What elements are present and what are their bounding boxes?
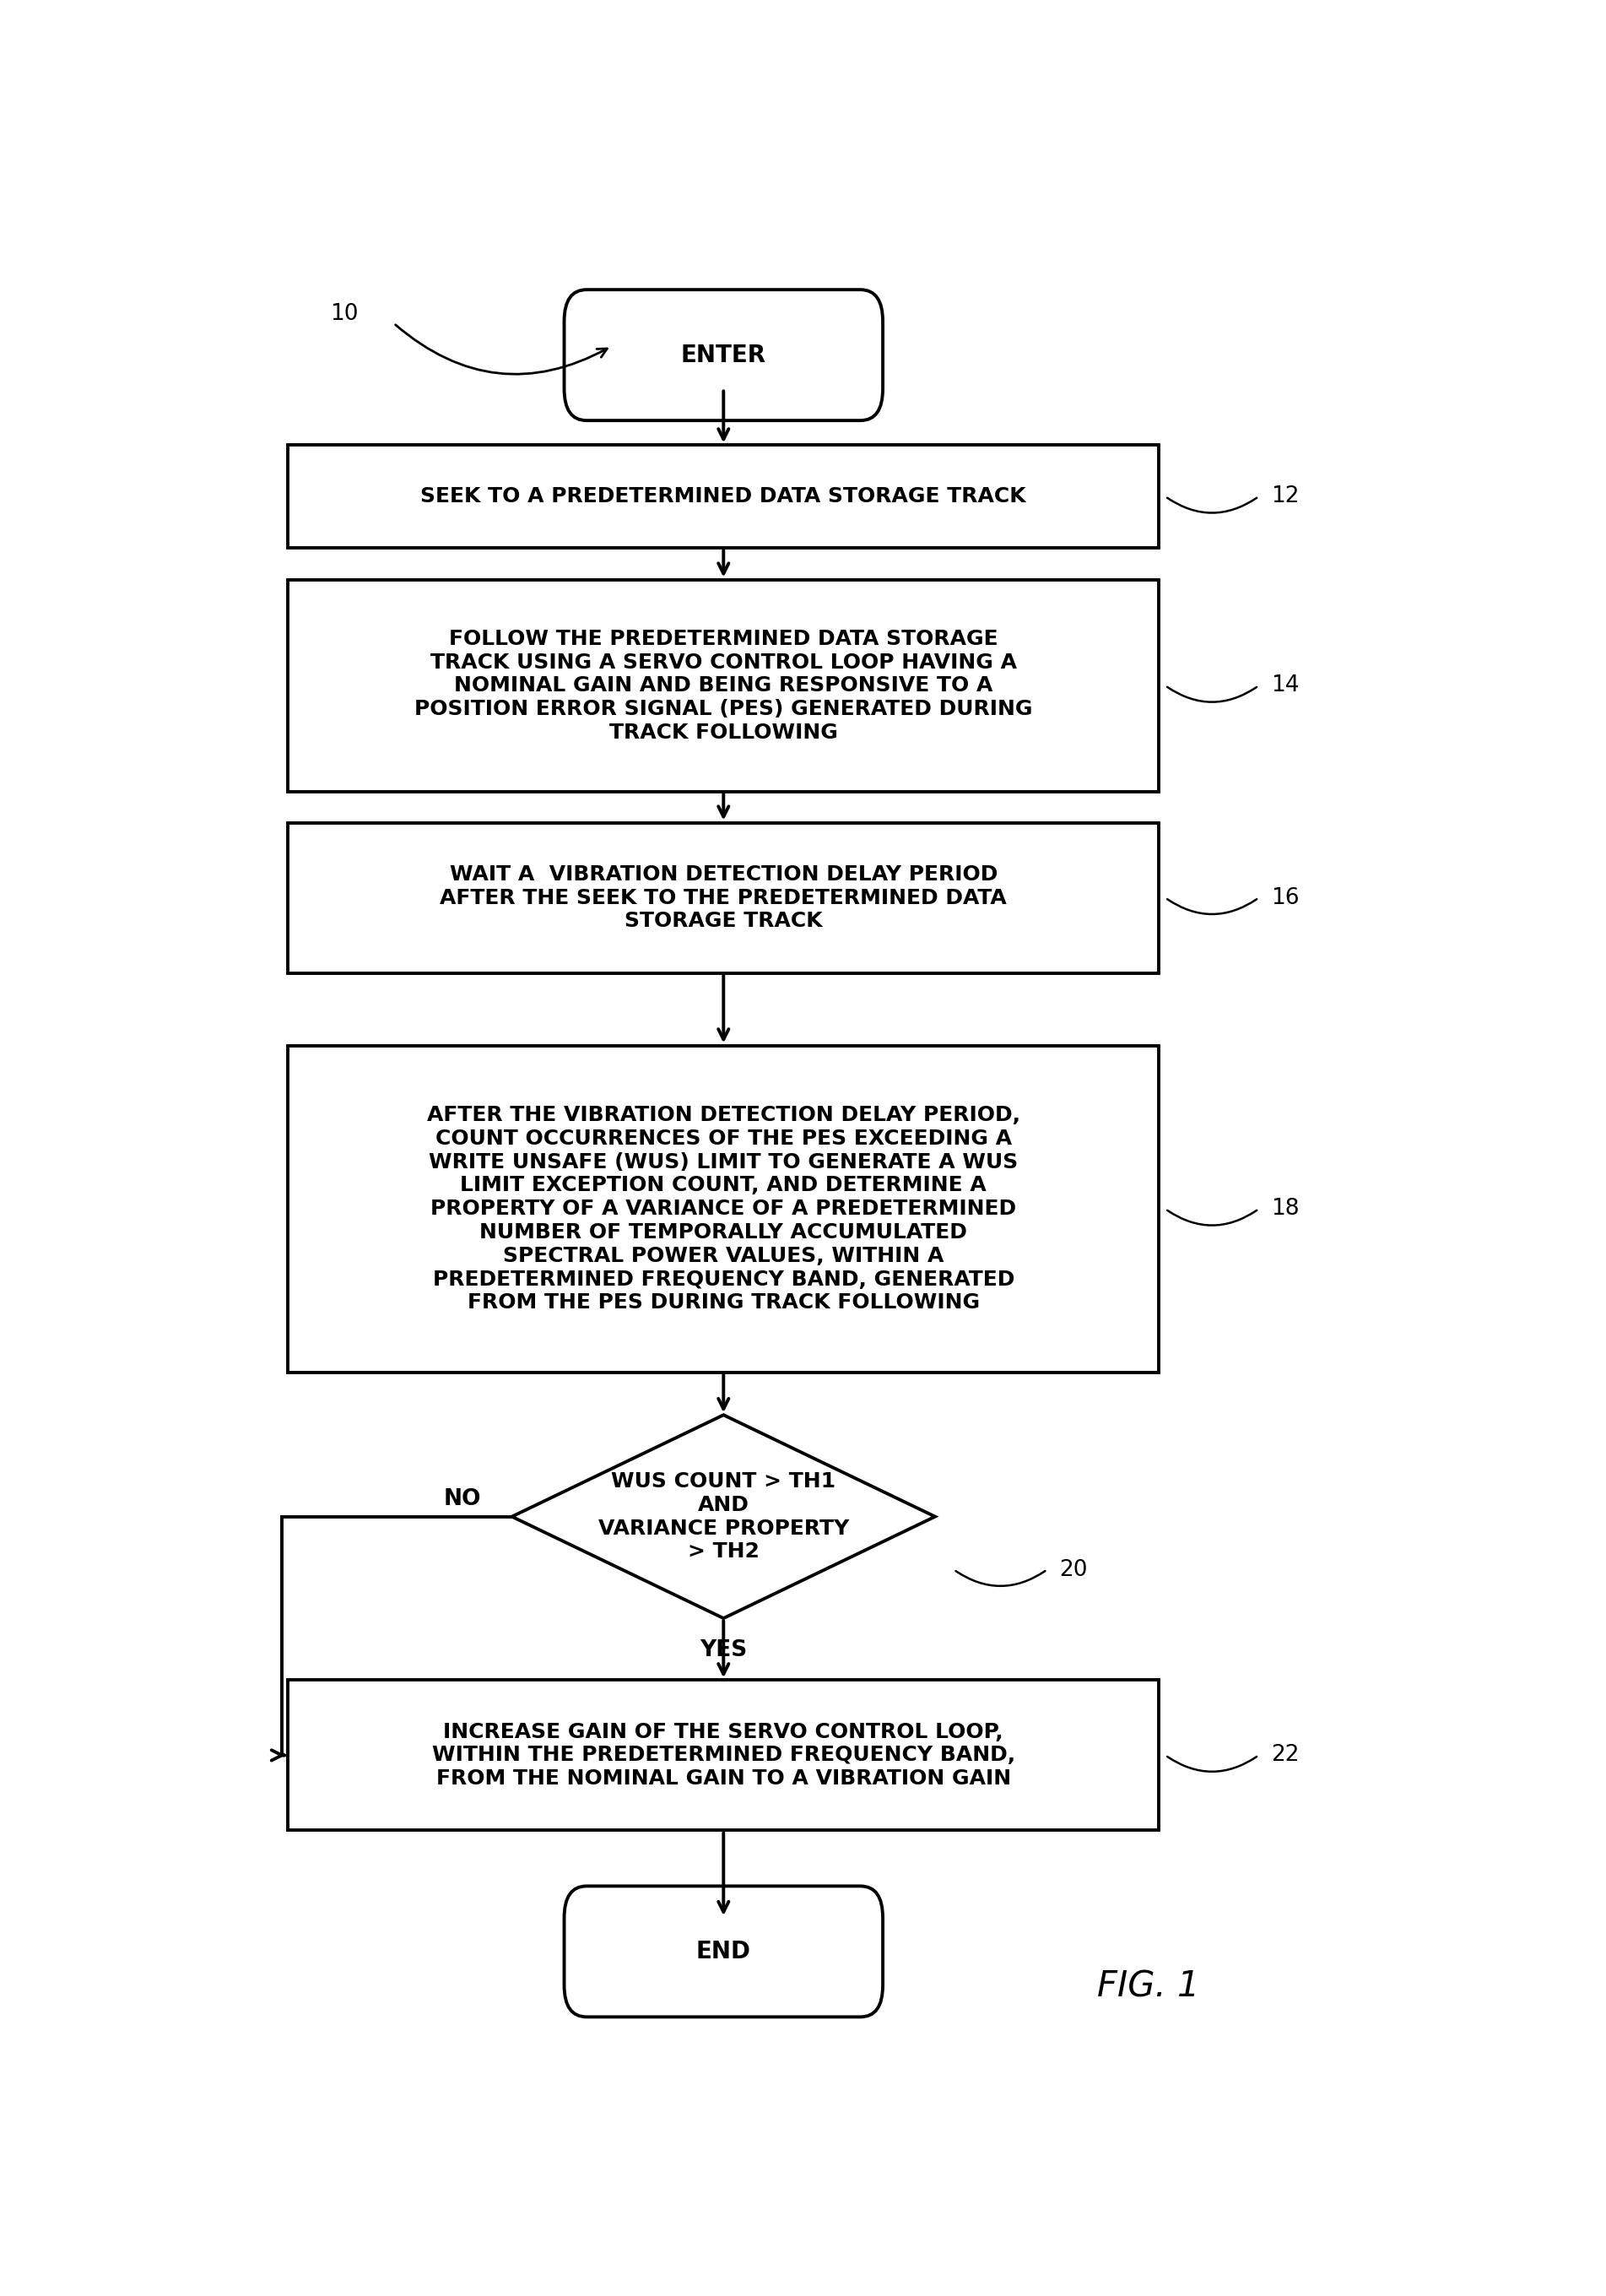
FancyBboxPatch shape (287, 445, 1160, 549)
Text: INCREASE GAIN OF THE SERVO CONTROL LOOP,
WITHIN THE PREDETERMINED FREQUENCY BAND: INCREASE GAIN OF THE SERVO CONTROL LOOP,… (432, 1722, 1015, 1789)
Text: 20: 20 (1060, 1559, 1087, 1580)
Text: 14: 14 (1272, 675, 1299, 696)
Text: FIG. 1: FIG. 1 (1097, 1970, 1200, 2004)
Text: WUS COUNT > TH1
AND
VARIANCE PROPERTY
> TH2: WUS COUNT > TH1 AND VARIANCE PROPERTY > … (597, 1472, 850, 1561)
FancyBboxPatch shape (564, 289, 883, 420)
FancyBboxPatch shape (287, 822, 1160, 974)
Text: FOLLOW THE PREDETERMINED DATA STORAGE
TRACK USING A SERVO CONTROL LOOP HAVING A
: FOLLOW THE PREDETERMINED DATA STORAGE TR… (414, 629, 1033, 742)
Text: YES: YES (700, 1639, 747, 1660)
Text: 18: 18 (1272, 1199, 1299, 1219)
Text: ENTER: ENTER (681, 344, 766, 367)
FancyBboxPatch shape (287, 1681, 1160, 1830)
FancyBboxPatch shape (287, 1045, 1160, 1373)
Text: WAIT A  VIBRATION DETECTION DELAY PERIOD
AFTER THE SEEK TO THE PREDETERMINED DAT: WAIT A VIBRATION DETECTION DELAY PERIOD … (440, 863, 1007, 932)
Polygon shape (512, 1414, 935, 1619)
Text: 16: 16 (1272, 886, 1299, 909)
Text: 12: 12 (1272, 484, 1299, 507)
Text: NO: NO (443, 1488, 480, 1511)
Text: 22: 22 (1272, 1745, 1299, 1766)
Text: AFTER THE VIBRATION DETECTION DELAY PERIOD,
COUNT OCCURRENCES OF THE PES EXCEEDI: AFTER THE VIBRATION DETECTION DELAY PERI… (427, 1104, 1020, 1313)
FancyBboxPatch shape (564, 1885, 883, 2016)
Text: END: END (695, 1940, 752, 1963)
Text: 10: 10 (329, 303, 358, 326)
Text: SEEK TO A PREDETERMINED DATA STORAGE TRACK: SEEK TO A PREDETERMINED DATA STORAGE TRA… (421, 487, 1026, 507)
FancyBboxPatch shape (287, 579, 1160, 792)
